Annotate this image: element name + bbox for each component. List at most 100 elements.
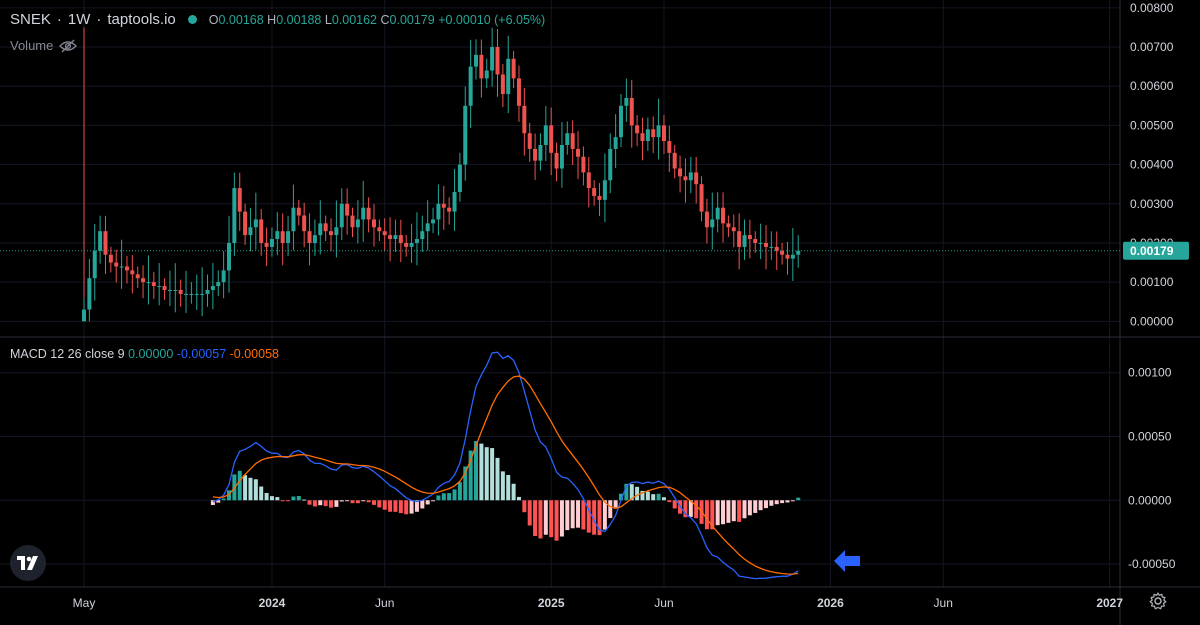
candle-body [404,242,409,247]
candle-body [468,66,473,106]
candle-body [602,180,607,200]
price-tick-label: 0.00000 [1130,314,1174,328]
symbol-legend[interactable]: SNEK · 1W · taptools.io O0.00168 H0.0018… [10,11,546,28]
macd-histogram-bar [688,500,693,517]
time-tick-label: 2024 [259,596,286,610]
market-status-dot-icon [187,15,197,24]
candle-body [248,227,253,236]
macd-legend[interactable]: MACD 12 26 close 9 0.00000 -0.00057 -0.0… [10,347,279,361]
macd-tick-label: 0.00100 [1128,366,1172,380]
gear-icon[interactable] [1148,591,1168,611]
candle-body [124,266,129,271]
macd-histogram-bar [479,443,484,501]
price-tick-label: 0.00100 [1130,275,1174,289]
candle-body [576,148,581,157]
macd-histogram-bar [463,466,468,501]
candle-body [747,235,752,240]
candle-body [237,188,242,212]
candle-body [704,211,709,228]
candle-body [726,223,731,228]
macd-histogram-bar [226,490,231,501]
macd-histogram-bar [259,486,264,501]
candle-body [672,152,677,169]
candlestick-series [82,27,801,322]
candle-body [538,144,543,161]
macd-histogram-bar [533,500,538,537]
last-price-badge [1123,241,1189,260]
candle-body [361,207,366,220]
macd-histogram-bar [774,500,779,505]
candle-body [103,231,108,255]
candle-body [184,293,189,295]
macd-histogram-bar [710,500,715,530]
macd-histogram-bar [264,492,269,501]
candle-body [414,239,419,243]
candle-body [597,195,602,200]
macd-histogram-bar [511,483,516,501]
eye-hidden-icon[interactable] [59,39,78,53]
macd-histogram-bar [554,500,559,541]
candle-body [570,133,575,149]
candle-body [635,125,640,134]
macd-histogram-bar [742,500,747,519]
candle-body [457,164,462,193]
candle-body [307,231,312,243]
candle-body [92,250,97,279]
price-tick-label: 0.00500 [1130,118,1174,132]
candle-body [613,137,618,149]
candle-body [269,239,274,247]
price-tick-label: 0.00400 [1130,158,1174,172]
candle-body [141,278,146,283]
candle-body [264,242,269,247]
macd-histogram-bar [785,500,790,503]
macd-histogram-bar [656,493,661,501]
candle-body [431,219,436,224]
macd-histogram-bar [286,500,291,502]
candle-body [286,231,291,243]
candle-body [436,203,441,220]
macd-histogram-bar [248,477,253,501]
tradingview-logo-icon[interactable] [10,545,46,581]
candle-body [447,207,452,212]
candle-body [441,203,446,208]
macd-histogram-bar [721,500,726,525]
candle-body [780,250,785,255]
macd-histogram-bar [221,498,226,501]
candle-body [323,223,328,232]
macd-histogram-bar [350,500,355,504]
candle-body [146,282,151,284]
volume-legend[interactable]: Volume [10,38,78,53]
candle-body [661,125,666,142]
macd-histogram-bar [763,500,768,509]
price-axis[interactable]: 0.00800 0.00700 0.00600 0.00500 0.00400 0.003… [1130,1,1174,328]
candle-body [758,242,763,244]
macd-histogram-bar [672,500,677,509]
candle-body [522,105,527,134]
macd-line-value: -0.00057 [176,347,227,361]
macd-histogram-bar [291,496,296,501]
candle-body [516,78,521,106]
macd-histogram-bar [409,500,414,514]
candle-body [667,141,672,153]
candle-body [130,270,135,275]
ohlc-values: O0.00168 H0.00188 L0.00162 C0.00179 +0.0… [208,12,546,27]
macd-histogram-bar [715,500,720,526]
candle-body [500,74,505,95]
candle-body [259,219,264,243]
macd-histogram-bar [683,500,688,518]
macd-histogram-bar [404,500,409,515]
candle-body [452,192,457,212]
candle-body [167,289,172,291]
macd-histogram-bar [366,500,371,503]
candle-body [774,246,779,251]
candle-body [280,231,285,243]
candle-body [210,286,215,290]
time-axis[interactable]: May2024Jun2025Jun2026Jun2027Jun [73,596,1200,610]
interval-label[interactable]: 1W [67,11,91,28]
macd-histogram-bar [457,482,462,501]
macd-histogram-bar [334,500,339,507]
macd-axis[interactable]: 0.00100 0.00050 0.00000 -0.00050 [1128,366,1176,571]
candle-body [108,254,113,263]
macd-histogram-bar [377,500,382,508]
